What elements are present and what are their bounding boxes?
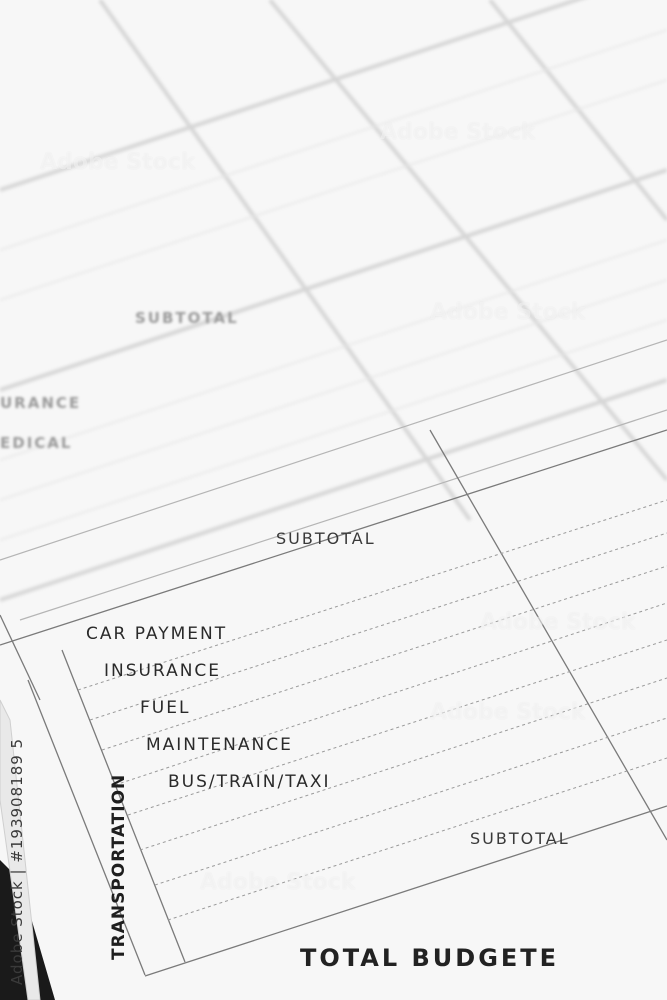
watermark: Adobe Stock xyxy=(40,150,196,175)
upper-row-lines xyxy=(0,29,667,541)
item-car-payment: CAR PAYMENT xyxy=(86,624,228,644)
upper-subtotal-label: SUBTOTAL xyxy=(135,309,239,327)
item-fuel: FUEL xyxy=(140,698,191,718)
middle-subtotal-label: SUBTOTAL xyxy=(276,529,376,548)
watermark: Adobe Stock xyxy=(430,300,586,325)
upper-item-medical: EDICAL xyxy=(0,434,73,452)
watermark: Adobe Stock xyxy=(480,610,636,635)
transportation-box xyxy=(0,429,667,977)
item-row-dashes xyxy=(77,499,667,921)
upper-item-insurance: URANCE xyxy=(0,394,82,412)
page-stack-edge xyxy=(0,699,41,1000)
watermark: Adobe Stock xyxy=(430,700,586,725)
item-insurance: INSURANCE xyxy=(104,661,222,681)
middle-rules xyxy=(0,339,667,621)
upper-grid-lines xyxy=(0,0,667,602)
transportation-subtotal-label: SUBTOTAL xyxy=(470,829,570,848)
watermark: Adobe Stock xyxy=(380,120,536,145)
watermark: Adobe Stock xyxy=(200,870,356,895)
transportation-category-label: TRANSPORTATION xyxy=(109,773,129,960)
item-bus-train-taxi: BUS/TRAIN/TAXI xyxy=(168,772,331,792)
stock-credit-text: Adobe Stock | #193908189 5 xyxy=(8,737,26,985)
item-maintenance: MAINTENANCE xyxy=(146,735,293,755)
total-budgeted-label: TOTAL BUDGETE xyxy=(300,944,560,972)
